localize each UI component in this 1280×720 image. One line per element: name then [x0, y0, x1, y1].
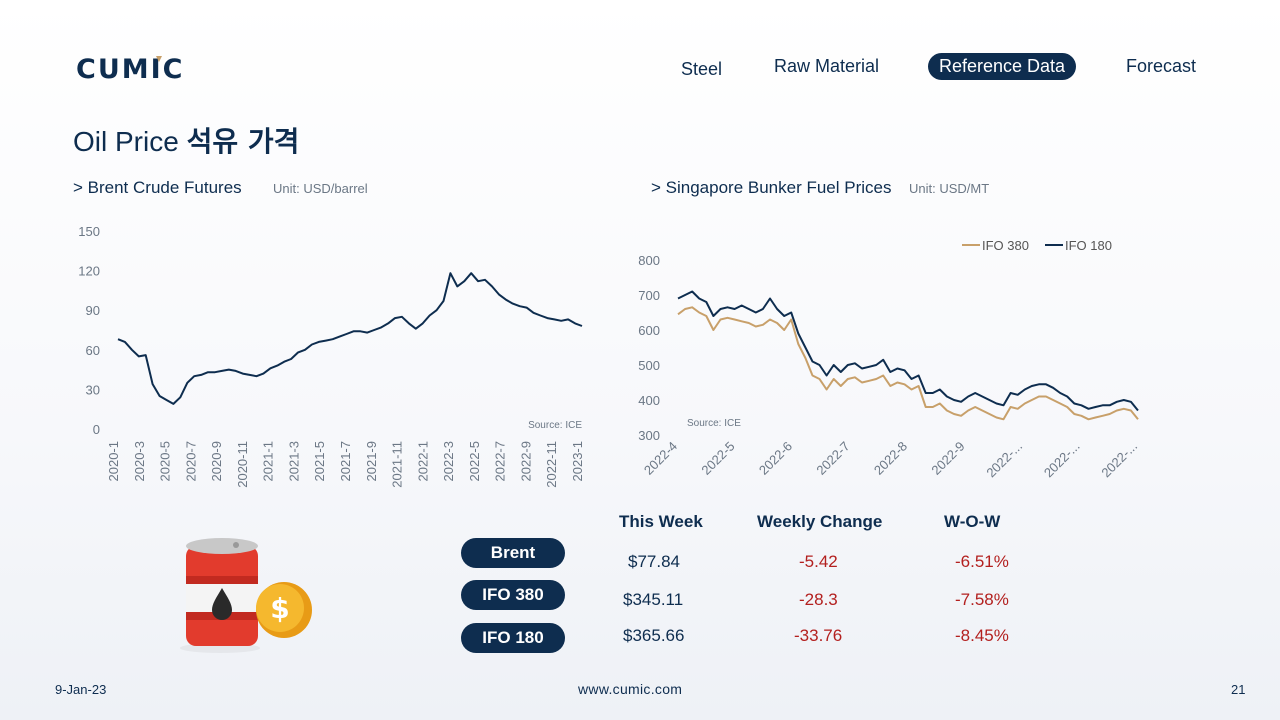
brent-crude-chart: 0 30 60 90 120 150 2020-1 2020-3 2020-5 2020-7 202…: [78, 224, 585, 488]
header-wow: W-O-W: [944, 512, 1001, 531]
brent-xtick-label: 2021-1: [261, 441, 276, 481]
row-label-ifo380: IFO 380: [461, 580, 565, 610]
bunker-xtick-label: 2022-9: [928, 439, 967, 478]
brent-xtick-label: 2021-9: [364, 441, 379, 481]
logo-accent-mark: [156, 56, 162, 62]
footer-url[interactable]: www.cumic.com: [578, 681, 683, 697]
brent-xtick-label: 2022-11: [544, 441, 559, 488]
ifo380-price: $345.11: [623, 590, 684, 609]
brent-xtick-label: 2022-5: [467, 441, 482, 481]
header-this-week: This Week: [619, 512, 703, 531]
page-title-ko: 석유 가격: [186, 125, 300, 158]
bunker-xtick-label: 2022-8: [871, 439, 910, 478]
bunker-fuel-chart: 300 400 500 600 700 800 2022-4 2022-5 2022-6 2022…: [638, 238, 1140, 481]
bunker-section-label: > Singapore Bunker Fuel Prices: [651, 178, 892, 197]
legend-label-0: IFO 380: [982, 238, 1029, 253]
svg-text:$: $: [270, 592, 289, 625]
bunker-ytick-label: 800: [638, 253, 660, 268]
brent-xtick-label: 2021-3: [286, 441, 301, 481]
nav-steel[interactable]: Steel: [681, 59, 723, 79]
brent-xtick-label: 2022-7: [493, 441, 508, 481]
brent-section-label: > Brent Crude Futures: [73, 178, 242, 197]
bunker-xtick-label: 2022-7: [813, 439, 852, 478]
brent-ytick-label: 90: [86, 303, 100, 318]
ifo180-price: $365.66: [623, 626, 685, 645]
bunker-ytick-label: 300: [638, 428, 660, 443]
brent-xtick-label: 2021-11: [390, 441, 405, 488]
row-label-brent: Brent: [461, 538, 565, 568]
ifo380-change: -28.3: [799, 590, 838, 609]
ifo180-wow: -8.45%: [955, 626, 1009, 645]
brent-xtick-label: 2021-7: [338, 441, 353, 481]
bunker-ytick-label: 400: [638, 393, 660, 408]
ifo380-wow: -7.58%: [955, 590, 1009, 609]
brent-source-label: Source: ICE: [528, 420, 582, 431]
brent-ytick-label: 0: [93, 422, 100, 437]
legend-label-1: IFO 180: [1065, 238, 1112, 253]
bunker-xtick-label: 2022-...: [1041, 439, 1083, 481]
header-weekly-change: Weekly Change: [757, 512, 883, 531]
page-title: Oil Price 석유 가격: [73, 120, 299, 160]
brent-xtick-label: 2022-1: [415, 441, 430, 481]
brent-xtick-label: 2020-11: [235, 441, 250, 488]
bunker-xtick-label: 2022-...: [983, 439, 1025, 481]
bunker-ytick-label: 700: [638, 288, 660, 303]
bunker-xtick-label: 2022-6: [756, 439, 795, 478]
brent-xtick-label: 2020-3: [132, 441, 147, 481]
brent-ytick-label: 30: [86, 382, 100, 397]
bunker-xtick-label: 2022-...: [1098, 439, 1140, 481]
brent-xtick-label: 2022-9: [518, 441, 533, 481]
page-title-en: Oil Price: [73, 126, 179, 157]
brent-ytick-label: 60: [86, 343, 100, 358]
row-label-ifo180: IFO 180: [461, 623, 565, 653]
bunker-series-line-0: [677, 306, 1139, 421]
footer-date: 9-Jan-23: [55, 682, 107, 697]
brent-xtick-label: 2022-3: [441, 441, 456, 481]
brent-series-line-0: [117, 272, 583, 405]
bunker-xtick-label: 2022-5: [698, 439, 737, 478]
logo-text: CUMIC: [76, 54, 184, 80]
brent-xtick-label: 2020-7: [183, 441, 198, 481]
brent-unit: Unit: USD/barrel: [273, 181, 368, 196]
brent-ytick-label: 120: [78, 264, 100, 279]
brent-xtick-label: 2021-5: [312, 441, 327, 481]
bunker-unit: Unit: USD/MT: [909, 181, 990, 196]
bunker-source-label: Source: ICE: [687, 418, 741, 429]
brent-xtick-label: 2020-9: [209, 441, 224, 481]
brent-xtick-label: 2020-5: [158, 441, 173, 481]
brent-xtick-label: 2020-1: [106, 441, 121, 481]
bunker-series-line-1: [677, 290, 1139, 412]
brent-price: $77.84: [628, 552, 680, 571]
brent-wow: -6.51%: [955, 552, 1009, 571]
cumic-logo[interactable]: CUMIC: [76, 54, 206, 80]
brent-ytick-label: 150: [78, 224, 100, 239]
nav-reference-data[interactable]: Reference Data: [928, 53, 1077, 80]
nav-forecast[interactable]: Forecast: [1126, 56, 1197, 76]
bunker-xtick-label: 2022-4: [641, 439, 680, 478]
brent-xtick-label: 2023-1: [570, 441, 585, 481]
ifo180-change: -33.76: [794, 626, 843, 645]
brent-change: -5.42: [799, 552, 838, 571]
oil-barrel-icon: $: [180, 538, 312, 653]
nav-raw-material[interactable]: Raw Material: [774, 56, 880, 76]
page-number: 21: [1231, 682, 1246, 697]
bunker-ytick-label: 500: [638, 358, 660, 373]
bunker-ytick-label: 600: [638, 323, 660, 338]
